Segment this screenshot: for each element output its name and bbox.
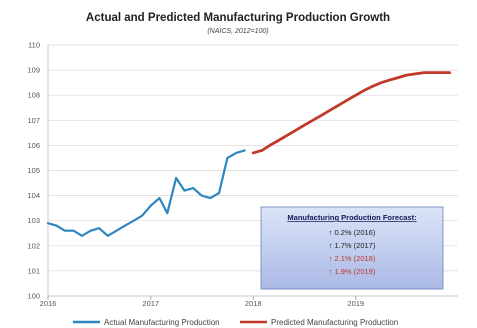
y-tick-label: 102 — [27, 241, 40, 250]
actual-production-line — [46, 149, 246, 237]
legend-label-predicted: Predicted Manufacturing Production — [271, 318, 398, 327]
y-tick-label: 103 — [27, 216, 40, 225]
predicted-production-line — [251, 71, 452, 155]
forecast-line-2017: ↑ 1.7% (2017) — [329, 241, 376, 250]
y-tick-label: 108 — [27, 91, 40, 100]
y-tick-label: 109 — [27, 66, 40, 75]
forecast-line-2019: ↑ 1.9% (2019) — [329, 267, 376, 276]
legend: Actual Manufacturing Production Predicte… — [73, 318, 398, 327]
x-tick-label: 2018 — [245, 299, 262, 308]
y-tick-label: 110 — [28, 41, 40, 50]
y-tick-label: 101 — [27, 266, 40, 275]
series — [46, 71, 452, 237]
forecast-box-background — [260, 206, 444, 290]
forecast-annotation: Manufacturing Production Forecast: ↑ 0.2… — [260, 206, 444, 290]
y-tick-label: 107 — [27, 116, 40, 125]
axes: 100 101 102 103 104 105 106 107 108 109 110 2016 201… — [27, 41, 458, 308]
x-tick-label: 2017 — [142, 299, 159, 308]
forecast-line-2016: ↑ 0.2% (2016) — [329, 228, 376, 237]
legend-label-actual: Actual Manufacturing Production — [104, 318, 220, 327]
chart-title: Actual and Predicted Manufacturing Produ… — [86, 12, 390, 24]
gridlines — [48, 44, 458, 297]
chart-subtitle: (NAICS, 2012=100) — [207, 28, 268, 35]
y-tick-label: 104 — [27, 191, 40, 200]
forecast-title: Manufacturing Production Forecast: — [287, 213, 416, 222]
y-tick-label: 105 — [27, 166, 40, 175]
forecast-line-2018: ↑ 2.1% (2018) — [329, 254, 376, 263]
y-tick-label: 100 — [27, 292, 40, 301]
x-tick-label: 2016 — [40, 299, 57, 308]
x-tick-label: 2019 — [347, 299, 364, 308]
y-tick-label: 106 — [27, 141, 40, 150]
